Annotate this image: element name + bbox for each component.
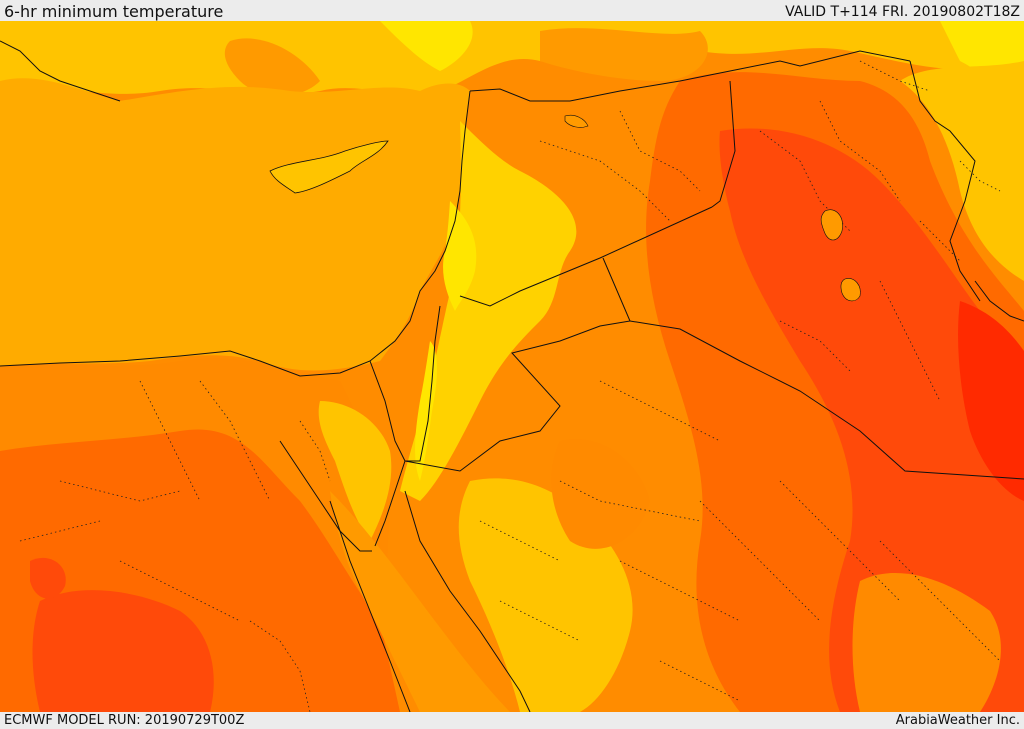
header-bar: 6-hr minimum temperature VALID T+114 FRI… — [0, 0, 1024, 21]
mediterranean-sea — [0, 78, 470, 371]
zone-egypt-red-2 — [30, 557, 66, 599]
zone-north-orange-1 — [224, 38, 320, 96]
border-saudi-iraq — [629, 320, 1024, 480]
coast-med-south — [0, 90, 471, 377]
border-israel-jordan — [405, 305, 441, 462]
footer-bar: ECMWF MODEL RUN: 20190729T00Z ArabiaWeat… — [0, 712, 1024, 729]
lake-habbaniyah — [840, 278, 861, 302]
coast-red-sea-west — [329, 500, 411, 712]
valid-time: VALID T+114 FRI. 20190802T18Z — [785, 4, 1020, 20]
zone-levant-yellow — [400, 121, 577, 501]
zone-jordan-valley — [415, 341, 437, 481]
zone-sinai-yellow — [318, 401, 392, 541]
coast-red-sea-east — [404, 490, 531, 712]
border-syria-jordan-iraq — [459, 206, 713, 307]
coast-aegean — [0, 40, 121, 102]
zone-saudi-orange-patch — [551, 439, 650, 549]
zone-southeast-orange — [852, 572, 1001, 712]
country-borders — [0, 40, 1024, 712]
zone-east-yellow — [900, 61, 1024, 281]
border-iraq-iran — [909, 60, 981, 302]
map-title: 6-hr minimum temperature — [4, 2, 224, 21]
lake-tharthar — [820, 209, 843, 241]
coast-gulf-suez — [279, 440, 372, 552]
red-sea — [330, 491, 510, 712]
zone-north-lightyellow — [380, 21, 473, 71]
zone-gulf-red — [958, 301, 1024, 501]
coast-gulf — [974, 280, 1024, 322]
zone-north-orange-2 — [540, 28, 708, 81]
credit: ArabiaWeather Inc. — [895, 713, 1020, 728]
coast-gulf-aqaba — [374, 460, 406, 547]
lake-assad — [564, 114, 589, 128]
temperature-map — [0, 21, 1024, 712]
border-syria-iraq — [711, 80, 736, 208]
model-run: ECMWF MODEL RUN: 20190729T00Z — [4, 713, 245, 728]
zone-levant-lightyellow — [443, 201, 477, 311]
zone-egypt-red-1 — [32, 590, 214, 712]
border-turkey-syria — [469, 50, 911, 102]
border-jordan-saudi-1 — [404, 257, 631, 472]
cyprus — [269, 140, 389, 194]
zone-iraq-red — [719, 128, 1024, 712]
province-borders — [19, 60, 1001, 712]
border-egypt-israel — [369, 360, 406, 462]
